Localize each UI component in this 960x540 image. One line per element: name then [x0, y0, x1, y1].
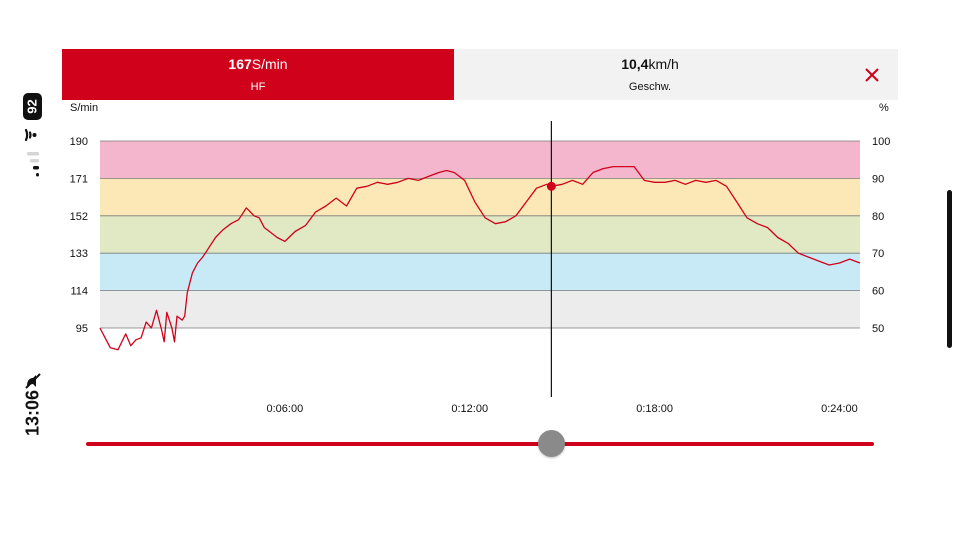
close-button[interactable] — [846, 49, 898, 100]
hr-tab[interactable]: 167S/min HF — [62, 49, 454, 100]
y2-axis-unit: % — [879, 102, 889, 114]
hr-value-line: 167S/min — [228, 56, 287, 73]
status-bar: 92 13:06 — [0, 0, 62, 540]
heart-rate-line-0 — [99, 165, 861, 351]
y-tick-label-2: 152 — [70, 211, 88, 223]
speed-tab[interactable]: 10,4km/h Geschw. — [454, 49, 846, 100]
y2-tick-label-4: 60 — [872, 286, 884, 298]
y2-tick-label-5: 50 — [872, 323, 884, 335]
y-tick-label-3: 133 — [70, 248, 88, 260]
metric-header: 167S/min HF 10,4km/h Geschw. — [62, 49, 898, 100]
y-tick-label-5: 95 — [76, 323, 88, 335]
speed-unit: km/h — [648, 56, 679, 72]
home-indicator[interactable] — [947, 190, 952, 348]
cursor-marker — [546, 181, 556, 191]
hr-unit: S/min — [251, 56, 288, 72]
timeline-slider-track[interactable] — [86, 442, 874, 446]
hr-zone-band-4 — [100, 290, 860, 328]
x-tick-label-0: 0:06:00 — [267, 403, 304, 415]
hr-zone-band-0 — [100, 141, 860, 179]
hr-zone-band-2 — [100, 215, 860, 254]
y2-tick-label-3: 70 — [872, 248, 884, 260]
hr-value: 167 — [228, 56, 252, 72]
y-tick-label-4: 114 — [70, 286, 88, 298]
speed-value: 10,4 — [621, 56, 649, 72]
hr-zone-band-3 — [100, 253, 860, 291]
speed-value-line: 10,4km/h — [621, 56, 679, 73]
y2-tick-label-0: 100 — [872, 136, 890, 148]
battery-indicator: 92 — [23, 93, 42, 120]
y-tick-label-1: 171 — [70, 173, 88, 185]
y2-tick-label-2: 80 — [872, 211, 884, 223]
close-icon — [865, 67, 879, 82]
mute-icon — [25, 373, 41, 389]
y-axis-unit: S/min — [70, 102, 99, 114]
x-tick-label-1: 0:12:00 — [451, 403, 488, 415]
hr-label: HF — [250, 81, 266, 93]
wifi-icon — [24, 128, 37, 142]
x-tick-label-2: 0:18:00 — [636, 403, 673, 415]
y2-tick-label-1: 90 — [872, 173, 884, 185]
signal-icon — [27, 152, 39, 177]
timeline-slider-thumb[interactable] — [538, 430, 566, 457]
speed-label: Geschw. — [628, 81, 672, 93]
x-tick-label-3: 0:24:00 — [821, 403, 858, 415]
y-tick-label-0: 190 — [70, 136, 88, 148]
